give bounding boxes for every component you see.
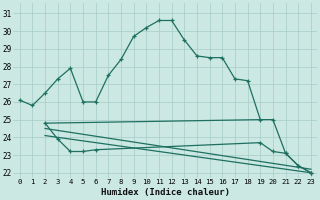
X-axis label: Humidex (Indice chaleur): Humidex (Indice chaleur) — [101, 188, 230, 197]
